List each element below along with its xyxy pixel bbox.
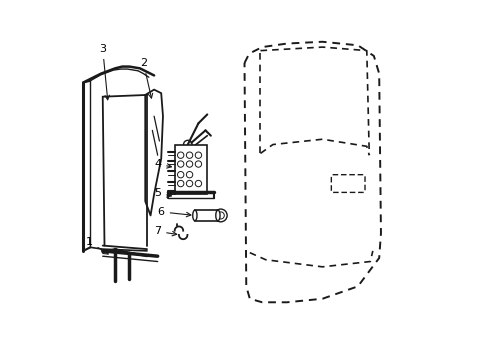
Text: 5: 5 <box>154 188 171 198</box>
Text: 7: 7 <box>154 226 176 237</box>
Text: 4: 4 <box>154 159 171 169</box>
Text: 2: 2 <box>140 58 152 98</box>
Bar <box>175 145 207 194</box>
Text: 1: 1 <box>85 237 108 254</box>
Ellipse shape <box>215 210 220 221</box>
FancyBboxPatch shape <box>331 175 364 192</box>
Bar <box>195 210 218 221</box>
Ellipse shape <box>192 210 197 221</box>
Text: 6: 6 <box>158 207 190 217</box>
Text: 3: 3 <box>99 44 109 100</box>
